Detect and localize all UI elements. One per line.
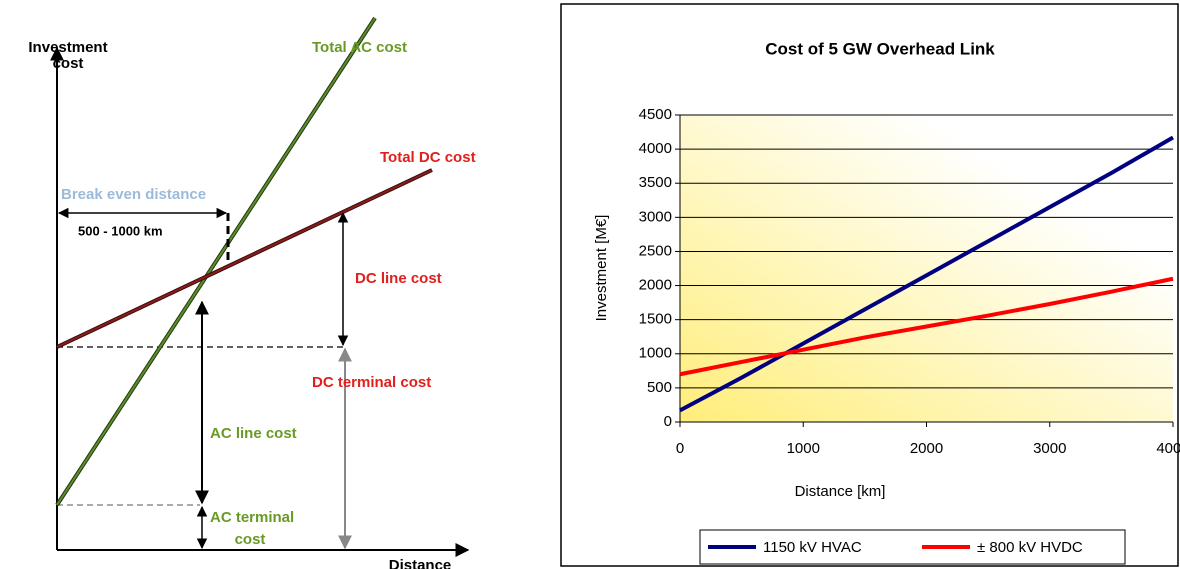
total-ac-line-core <box>56 17 376 506</box>
x-tick-label: 4000 <box>1156 440 1180 457</box>
diagram: Investment cost Distance Total AC cost T… <box>28 16 476 569</box>
x-tick-label: 2000 <box>910 440 943 457</box>
series-line <box>679 276 1174 377</box>
y-axis-label: Investment <box>28 39 107 56</box>
y-tick-label: 1500 <box>639 311 672 328</box>
legend-label: ± 800 kV HVDC <box>977 539 1083 556</box>
y-tick-label: 3500 <box>639 174 672 191</box>
y-tick-label: 3000 <box>639 208 672 225</box>
y-tick-label: 1000 <box>639 345 672 362</box>
x-tick-label: 3000 <box>1033 440 1066 457</box>
y-tick-label: 2500 <box>639 242 672 259</box>
x-axis-title: Distance [km] <box>795 483 886 500</box>
ac-terminal-label: cost <box>235 531 266 548</box>
ac-terminal-label: AC terminal <box>210 509 294 526</box>
chart-title: Cost of 5 GW Overhead Link <box>765 39 995 58</box>
dc-terminal-label: DC terminal cost <box>312 374 431 391</box>
series-line <box>679 135 1174 413</box>
break-even-range: 500 - 1000 km <box>78 223 163 238</box>
y-axis-title: Investment [M€] <box>593 215 610 322</box>
legend <box>699 529 1126 565</box>
ac-line-label: AC line cost <box>210 425 297 442</box>
y-tick-label: 0 <box>664 413 672 430</box>
total-dc-line-core <box>56 169 433 348</box>
legend-label: 1150 kV HVAC <box>763 539 862 556</box>
total-dc-label: Total DC cost <box>380 149 476 166</box>
x-tick-label: 0 <box>676 440 684 457</box>
y-tick-label: 500 <box>647 379 672 396</box>
y-tick-label: 4500 <box>639 106 672 123</box>
y-tick-label: 2000 <box>639 277 672 294</box>
y-tick-label: 4000 <box>639 140 672 157</box>
y-axis-label: cost <box>53 55 84 72</box>
break-even-label: Break even distance <box>61 186 206 203</box>
x-axis-label: Distance <box>389 557 452 569</box>
plot-area <box>680 115 1173 422</box>
x-tick-label: 1000 <box>787 440 820 457</box>
total-ac-label: Total AC cost <box>312 39 407 56</box>
dc-line-label: DC line cost <box>355 270 442 287</box>
